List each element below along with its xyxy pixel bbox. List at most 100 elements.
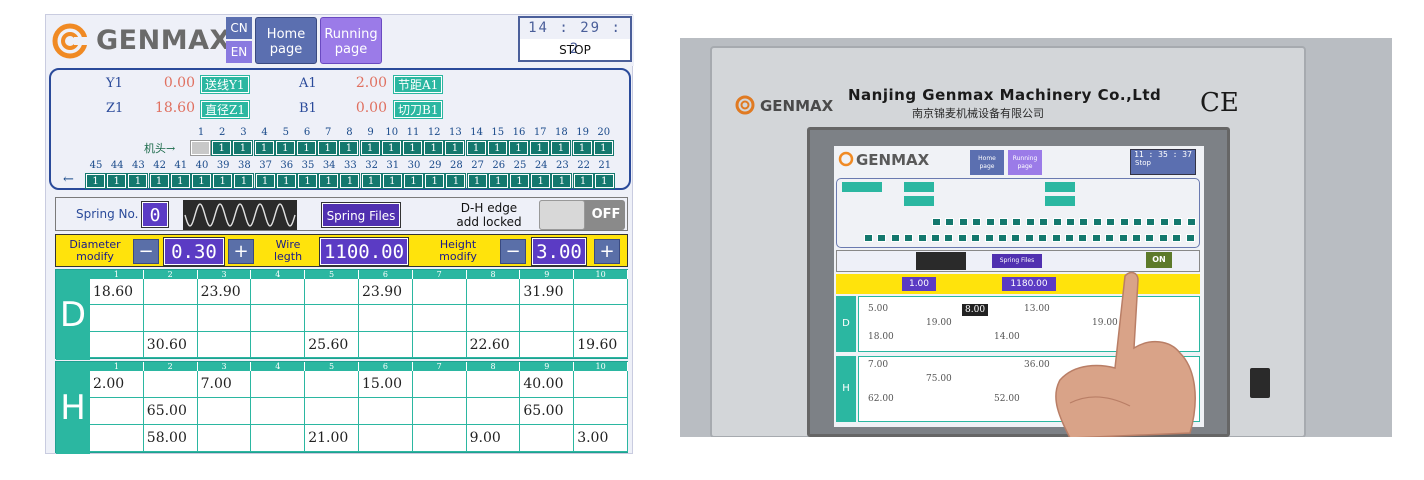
diameter-value-field[interactable]: 0.30 bbox=[163, 237, 225, 266]
table-cell[interactable]: 30.60 bbox=[143, 331, 198, 358]
station-cell[interactable]: 1 bbox=[465, 140, 487, 156]
station-cell[interactable]: 1 bbox=[509, 173, 530, 189]
station-cell[interactable]: 1 bbox=[148, 173, 170, 189]
station-cell[interactable]: 1 bbox=[317, 140, 339, 156]
table-cell[interactable] bbox=[90, 331, 144, 358]
station-cell[interactable]: 1 bbox=[275, 173, 297, 189]
table-cell[interactable] bbox=[90, 398, 144, 425]
station-cell[interactable]: 1 bbox=[444, 140, 466, 156]
table-cell[interactable] bbox=[197, 398, 252, 425]
y1-button[interactable]: 送线Y1 bbox=[200, 75, 250, 94]
table-cell[interactable] bbox=[251, 305, 306, 332]
table-cell[interactable] bbox=[359, 305, 413, 332]
table-cell[interactable] bbox=[305, 398, 359, 425]
table-cell[interactable]: 65.00 bbox=[143, 398, 198, 425]
screen-spring-files-button[interactable]: Spring Files bbox=[992, 254, 1042, 268]
table-cell[interactable] bbox=[466, 398, 521, 425]
table-cell[interactable] bbox=[466, 279, 521, 306]
diameter-plus-button[interactable]: + bbox=[228, 239, 254, 264]
table-cell[interactable] bbox=[574, 398, 628, 425]
station-cell[interactable]: 1 bbox=[486, 140, 508, 156]
table-cell[interactable]: 25.60 bbox=[305, 331, 359, 358]
station-cell[interactable]: 1 bbox=[254, 173, 276, 189]
wire-length-field[interactable]: 1100.00 bbox=[319, 237, 409, 266]
table-cell[interactable] bbox=[574, 305, 628, 332]
station-cell[interactable]: 1 bbox=[169, 173, 191, 189]
station-cell[interactable]: 1 bbox=[530, 173, 552, 189]
station-cell[interactable]: 1 bbox=[297, 173, 318, 189]
station-cell[interactable]: 1 bbox=[232, 140, 254, 156]
table-cell[interactable]: 40.00 bbox=[520, 371, 575, 398]
table-cell[interactable] bbox=[197, 305, 252, 332]
station-cell[interactable]: 1 bbox=[572, 173, 594, 189]
table-cell[interactable] bbox=[90, 425, 144, 452]
table-cell[interactable]: 65.00 bbox=[520, 398, 575, 425]
station-cell[interactable]: 1 bbox=[402, 140, 423, 156]
station-cell[interactable]: 1 bbox=[359, 140, 381, 156]
table-cell[interactable]: 23.90 bbox=[197, 279, 252, 306]
station-cell[interactable]: 1 bbox=[191, 173, 212, 189]
table-cell[interactable] bbox=[359, 398, 413, 425]
table-cell[interactable] bbox=[251, 398, 306, 425]
table-cell[interactable]: 58.00 bbox=[143, 425, 198, 452]
table-cell[interactable]: 22.60 bbox=[466, 331, 521, 358]
station-cell[interactable]: 1 bbox=[550, 140, 572, 156]
station-cell[interactable]: 1 bbox=[212, 173, 234, 189]
table-cell[interactable]: 21.00 bbox=[305, 425, 359, 452]
z1-button[interactable]: 直径Z1 bbox=[200, 100, 250, 119]
station-cell[interactable]: 1 bbox=[403, 173, 424, 189]
home-page-button[interactable]: Home page bbox=[255, 17, 317, 64]
station-cell[interactable]: 1 bbox=[551, 173, 573, 189]
station-cell[interactable]: 1 bbox=[233, 173, 255, 189]
running-page-button[interactable]: Running page bbox=[320, 17, 382, 64]
table-cell[interactable]: 23.90 bbox=[359, 279, 413, 306]
station-cell[interactable]: 1 bbox=[211, 140, 233, 156]
table-cell[interactable] bbox=[305, 371, 359, 398]
table-cell[interactable]: 9.00 bbox=[466, 425, 521, 452]
station-cell[interactable]: 1 bbox=[508, 140, 529, 156]
lang-cn-button[interactable]: CN bbox=[226, 17, 252, 39]
dh-edge-toggle[interactable]: OFF bbox=[539, 200, 625, 230]
station-cell[interactable]: 1 bbox=[127, 173, 149, 189]
station-cell[interactable]: 1 bbox=[487, 173, 509, 189]
station-cell[interactable]: 1 bbox=[339, 173, 361, 189]
table-cell[interactable]: 31.90 bbox=[520, 279, 575, 306]
table-cell[interactable] bbox=[305, 305, 359, 332]
screen-running-button[interactable]: Running page bbox=[1008, 150, 1042, 175]
table-cell[interactable] bbox=[197, 331, 252, 358]
diameter-minus-button[interactable]: − bbox=[133, 239, 159, 264]
spring-number-field[interactable]: 0 bbox=[141, 201, 169, 228]
station-cell[interactable]: 1 bbox=[381, 173, 403, 189]
table-cell[interactable] bbox=[90, 305, 144, 332]
table-cell[interactable]: 19.60 bbox=[574, 331, 628, 358]
station-cell[interactable] bbox=[190, 140, 211, 156]
table-cell[interactable]: 2.00 bbox=[90, 371, 144, 398]
station-cell[interactable]: 1 bbox=[423, 140, 445, 156]
table-cell[interactable] bbox=[251, 425, 306, 452]
screen-home-button[interactable]: Home page bbox=[970, 150, 1004, 175]
station-cell[interactable]: 1 bbox=[592, 140, 614, 156]
spring-files-button[interactable]: Spring Files bbox=[321, 202, 401, 228]
a1-button[interactable]: 节距A1 bbox=[392, 75, 444, 94]
table-cell[interactable] bbox=[412, 279, 467, 306]
table-cell[interactable] bbox=[305, 279, 359, 306]
station-cell[interactable]: 1 bbox=[338, 140, 360, 156]
table-cell[interactable] bbox=[251, 279, 306, 306]
table-cell[interactable]: 7.00 bbox=[197, 371, 252, 398]
height-minus-button[interactable]: − bbox=[500, 239, 526, 264]
table-cell[interactable] bbox=[143, 279, 198, 306]
station-cell[interactable]: 1 bbox=[571, 140, 593, 156]
station-cell[interactable]: 1 bbox=[85, 173, 106, 189]
station-cell[interactable]: 1 bbox=[318, 173, 340, 189]
table-cell[interactable] bbox=[251, 331, 306, 358]
b1-button[interactable]: 切刀B1 bbox=[392, 100, 444, 119]
table-cell[interactable] bbox=[197, 425, 252, 452]
station-cell[interactable]: 1 bbox=[466, 173, 488, 189]
table-cell[interactable] bbox=[359, 425, 413, 452]
table-cell[interactable] bbox=[251, 371, 306, 398]
station-cell[interactable]: 1 bbox=[445, 173, 467, 189]
station-cell[interactable]: 1 bbox=[529, 140, 551, 156]
screen-diameter-value[interactable]: 1.00 bbox=[902, 277, 936, 291]
table-cell[interactable] bbox=[520, 305, 575, 332]
station-cell[interactable]: 1 bbox=[296, 140, 317, 156]
